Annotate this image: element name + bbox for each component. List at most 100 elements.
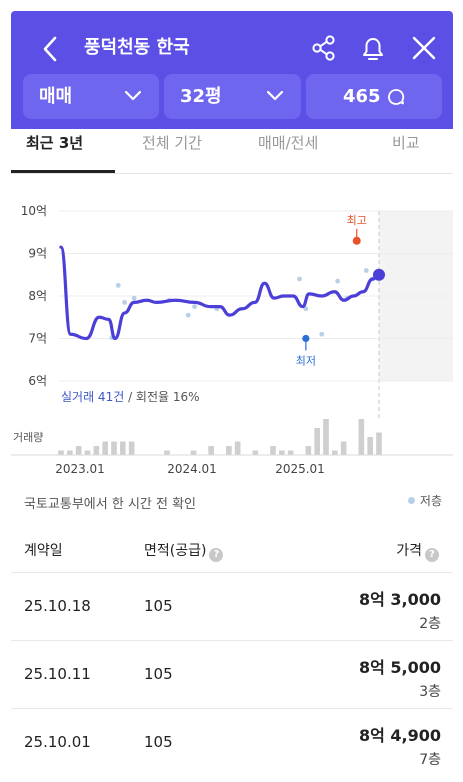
tab-compare[interactable]: 비교	[392, 134, 420, 152]
back-arrow-icon[interactable]	[39, 35, 63, 63]
header-price-label: 가격	[396, 543, 422, 559]
volume-bar	[332, 450, 338, 455]
scatter-point	[363, 268, 369, 273]
table-row[interactable]: 25.10.01 105 8억 4,900 7층	[11, 708, 453, 777]
active-tab-indicator	[11, 170, 115, 173]
chart-grid	[59, 210, 453, 382]
scatter-point	[131, 295, 137, 301]
x-tick-label: 2024.01	[167, 462, 217, 476]
header-area: 면적(공급)?	[144, 540, 224, 562]
volume-bar	[120, 441, 126, 455]
volume-bar	[190, 450, 197, 455]
volume-bar	[252, 450, 259, 455]
scatter-point	[122, 299, 127, 305]
y-tick-label: 8억	[28, 289, 47, 303]
tab-recent-3y[interactable]: 최근 3년	[26, 134, 84, 152]
size-dropdown[interactable]: 32평	[164, 74, 301, 119]
page-title: 풍덕천동 한국	[84, 37, 190, 58]
row-area: 105	[144, 733, 173, 751]
size-label: 32평	[180, 86, 222, 107]
volume-bar	[128, 441, 135, 455]
trade-type-label: 매매	[39, 86, 73, 107]
close-icon[interactable]	[409, 33, 439, 63]
volume-bar	[58, 450, 64, 455]
y-tick-label: 10억	[21, 204, 47, 218]
row-area: 105	[144, 665, 173, 683]
scatter-point	[303, 306, 309, 312]
turnover-rate: / 회전율 16%	[128, 390, 200, 404]
volume-bar	[164, 450, 170, 455]
volume-bar	[314, 428, 320, 455]
row-price: 8억 5,000	[358, 658, 441, 677]
comments-button[interactable]: 465	[306, 74, 442, 119]
row-date: 25.10.18	[24, 597, 91, 615]
legend-dot	[407, 497, 415, 504]
table-row[interactable]: 25.10.18 105 8억 3,000 2층	[11, 572, 453, 641]
tab-all-period[interactable]: 전체 기간	[142, 134, 202, 152]
volume-bar	[358, 419, 365, 455]
legend-low-floor: 저층	[407, 492, 442, 509]
volume-bars	[58, 419, 382, 455]
x-tick-label: 2025.01	[275, 462, 325, 476]
high-point	[352, 236, 361, 245]
share-icon[interactable]	[309, 33, 339, 63]
volume-bar	[340, 441, 347, 455]
volume-bar	[84, 450, 91, 455]
price-line	[59, 245, 381, 341]
volume-bar	[367, 437, 373, 455]
scatter-points	[109, 268, 376, 341]
header-area-label: 면적(공급)	[144, 543, 207, 559]
y-tick-label: 9억	[28, 247, 47, 261]
chevron-down-icon	[267, 90, 283, 101]
volume-bar	[102, 441, 108, 455]
current-point	[373, 268, 385, 281]
scatter-point	[319, 331, 325, 337]
table-header: 계약일 면적(공급)? 가격?	[11, 526, 453, 572]
volume-bar	[226, 446, 232, 455]
volume-bar	[323, 419, 329, 455]
volume-bar	[287, 450, 294, 455]
row-floor: 2층	[419, 616, 441, 632]
trade-type-dropdown[interactable]: 매매	[23, 74, 159, 119]
row-floor: 3층	[419, 684, 441, 700]
volume-bar	[93, 446, 100, 455]
volume-bar	[208, 446, 214, 455]
trade-summary: 실거래 41건 / 회전율 16%	[61, 388, 200, 405]
low-label: 최저	[296, 355, 316, 368]
row-date: 25.10.01	[24, 733, 91, 751]
chevron-down-icon	[125, 90, 141, 101]
comments-count: 465	[343, 86, 381, 107]
help-icon[interactable]: ?	[425, 548, 439, 562]
row-price: 8억 4,900	[358, 726, 441, 745]
volume-label: 거래량	[13, 431, 43, 444]
trade-count: 실거래 41건	[61, 390, 125, 404]
tab-sale-jeonse[interactable]: 매매/전세	[258, 134, 319, 152]
help-icon[interactable]: ?	[209, 548, 224, 562]
table-row[interactable]: 25.10.11 105 8억 5,000 3층	[11, 640, 453, 709]
row-price: 8억 3,000	[358, 590, 441, 609]
volume-bar	[305, 446, 312, 455]
scatter-point	[185, 312, 191, 318]
scatter-point	[192, 304, 197, 310]
y-tick-label: 7억	[28, 332, 47, 346]
bell-icon[interactable]	[358, 33, 388, 63]
low-point	[302, 334, 310, 343]
volume-bar	[67, 450, 73, 455]
row-area: 105	[144, 597, 173, 615]
volume-bar	[270, 446, 276, 455]
volume-bar	[234, 441, 241, 455]
row-floor: 7층	[419, 752, 441, 768]
row-date: 25.10.11	[24, 665, 91, 683]
volume-bar	[376, 432, 382, 455]
scatter-point	[297, 276, 302, 282]
data-source: 국토교통부에서 한 시간 전 확인	[24, 497, 197, 512]
legend-label: 저층	[419, 494, 442, 508]
high-label: 최고	[347, 214, 367, 227]
x-tick-label: 2023.01	[55, 462, 105, 476]
chat-bubble-icon	[388, 89, 405, 105]
header-date: 계약일	[24, 543, 63, 559]
top-header: 풍덕천동 한국 매매 32평 4	[11, 11, 453, 129]
